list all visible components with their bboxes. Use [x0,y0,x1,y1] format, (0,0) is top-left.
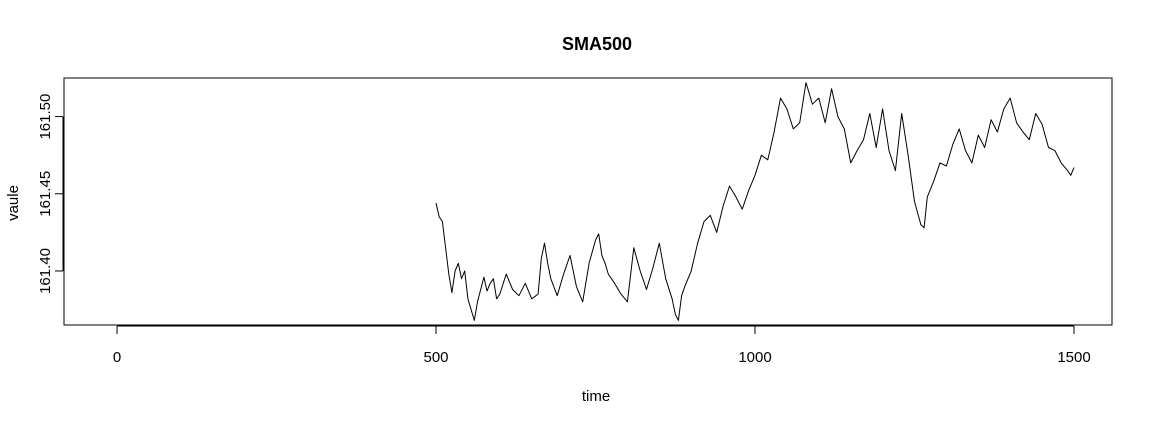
chart-title: SMA500 [562,34,632,54]
x-tick-label: 0 [113,349,121,366]
x-tick-label: 500 [423,349,448,366]
y-tick-label: 161.50 [37,94,54,140]
y-axis: 161.40 161.45 161.50 [37,94,64,294]
x-tick-label: 1000 [738,349,771,366]
y-tick-label: 161.45 [37,171,54,217]
series-group [435,82,1075,321]
x-axis: 0 500 1000 1500 [113,325,1091,366]
y-axis-label: vaule [5,185,22,221]
x-axis-label: time [582,388,610,405]
y-tick-label: 161.40 [37,248,54,294]
sma500-series-line [435,82,1075,321]
x-tick-label: 1500 [1057,349,1090,366]
plot-frame [63,77,1113,326]
